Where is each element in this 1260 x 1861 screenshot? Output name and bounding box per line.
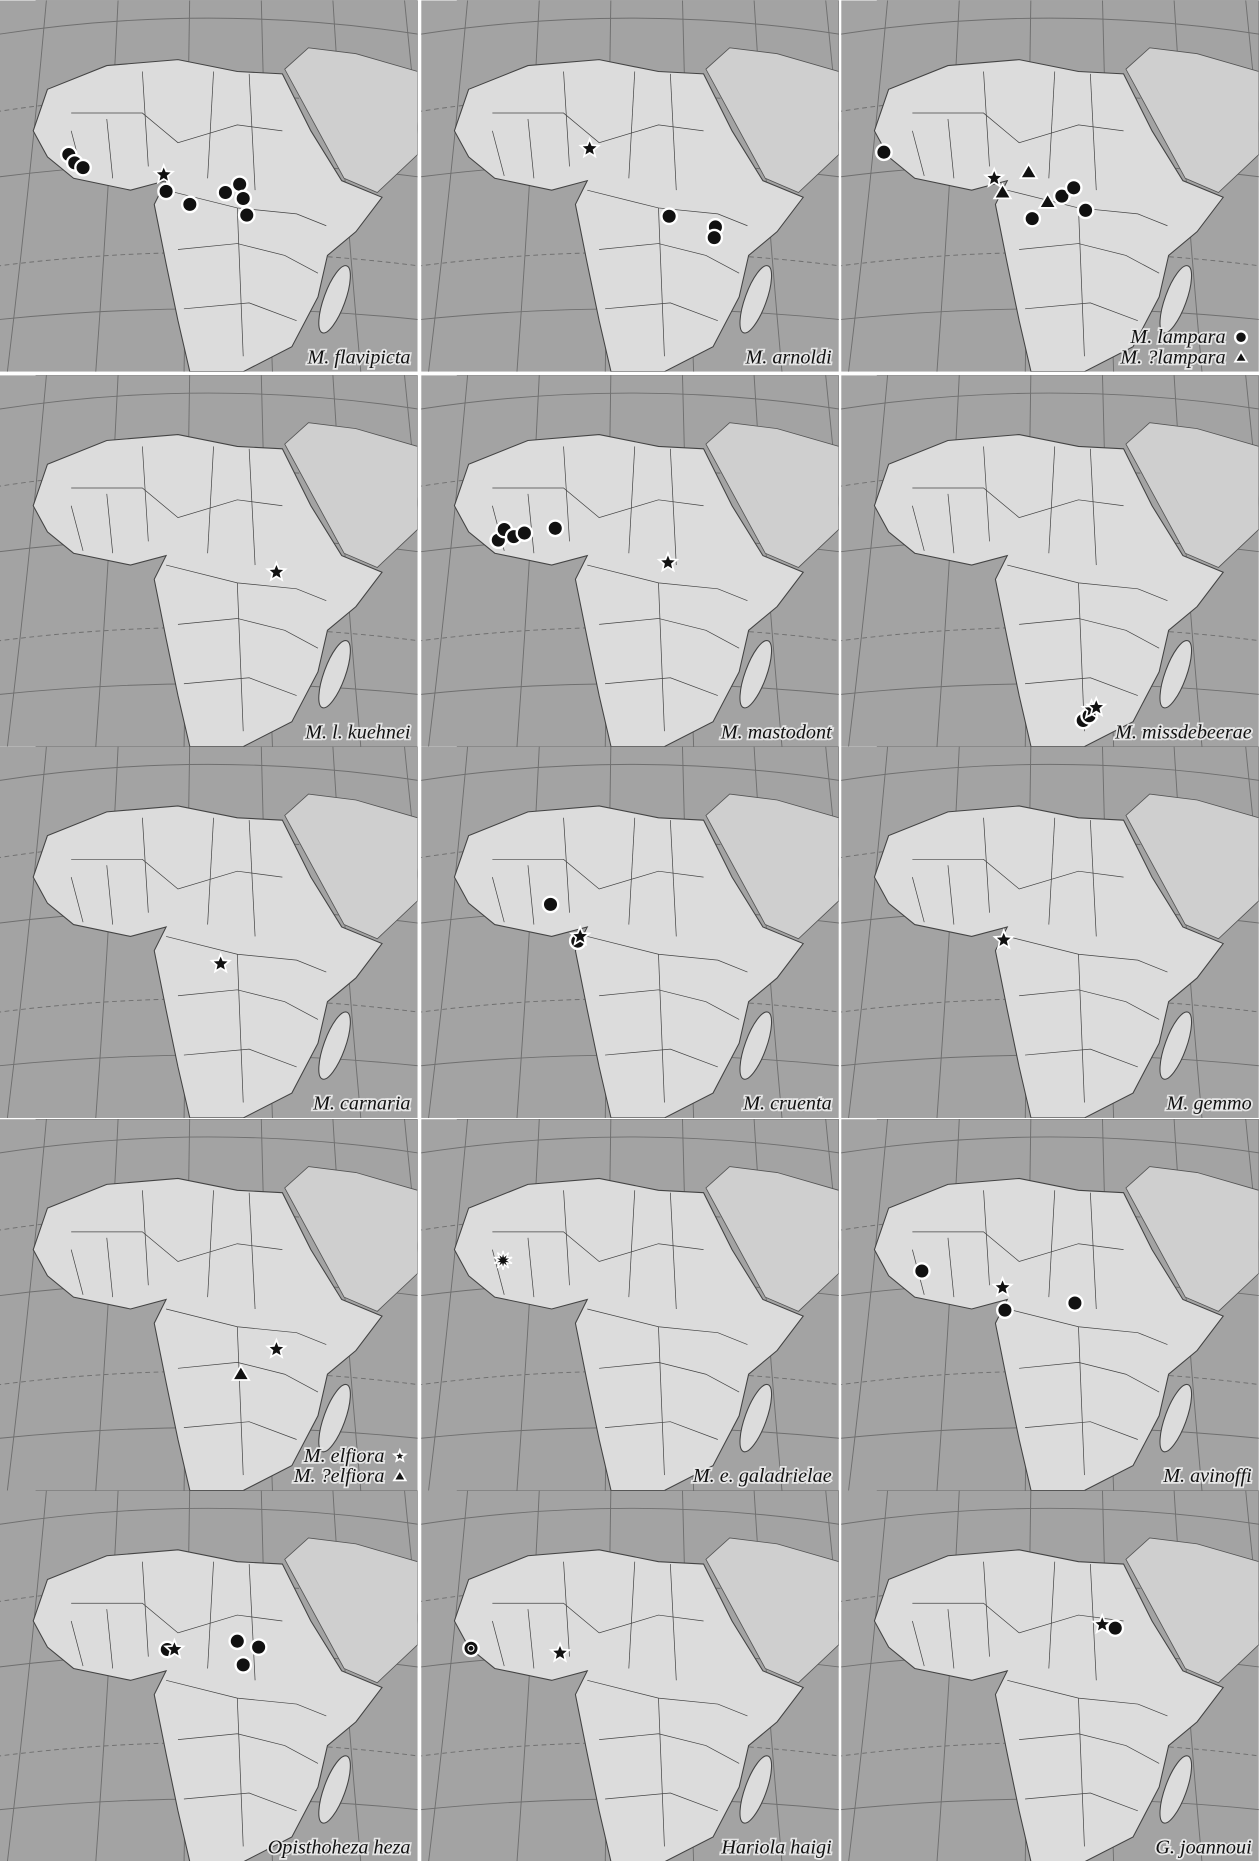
africa-basemap (338, 1479, 872, 1861)
locality-circle (707, 230, 722, 245)
legend-label: M. elfiora (303, 1445, 385, 1467)
map-panel: Hariola haigi (338, 1479, 872, 1861)
locality-circle (548, 521, 563, 536)
africa-basemap (338, 735, 872, 1130)
species-label: M. arnoldi (744, 346, 831, 368)
locality-circle (182, 197, 197, 212)
species-label: M. carnaria (312, 1093, 410, 1115)
locality-circle (158, 184, 173, 199)
legend-label: M. ?elfiora (293, 1465, 385, 1487)
species-label: Opisthoheza heza (268, 1837, 411, 1859)
species-label: M. mastodont (720, 721, 832, 743)
species-label: M. e. galadrielae (692, 1465, 832, 1487)
legend-label: M. lampara (1129, 326, 1225, 348)
species-label: M. avinoffi (1162, 1465, 1251, 1487)
locality-circle (1078, 203, 1093, 218)
species-label: M. missdebeerae (1114, 721, 1252, 743)
locality-circle (230, 1633, 245, 1648)
species-label: M. cruenta (742, 1093, 831, 1115)
locality-circle (218, 185, 233, 200)
africa-basemap (0, 1479, 451, 1861)
page: {"panels": [ {"labels": ["M. flavipicta"… (0, 0, 1260, 1861)
locality-circle (1024, 211, 1039, 226)
species-label: M. flavipicta (307, 346, 411, 368)
map-panel: M. mastodont (338, 363, 872, 758)
locality-circle (914, 1263, 929, 1278)
locality-circle (1066, 180, 1081, 195)
locality-circle (236, 191, 251, 206)
map-panel: M. arnoldi (338, 0, 872, 384)
locality-circle (876, 144, 891, 159)
locality-circle (1235, 331, 1247, 343)
species-label: G. joannoui (1155, 1837, 1251, 1859)
africa-basemap (338, 1107, 872, 1502)
locality-circle (251, 1639, 266, 1654)
locality-circle (232, 177, 247, 192)
locality-circle (517, 525, 532, 540)
map-panel: Opisthoheza heza (0, 1479, 451, 1861)
africa-basemap (338, 363, 872, 758)
locality-circle (997, 1302, 1012, 1317)
locality-circle (661, 209, 676, 224)
species-label: M. l. kuehnei (304, 721, 410, 743)
map-panel: M. l. kuehnei (0, 363, 451, 758)
locality-circle (543, 897, 558, 912)
africa-basemap (0, 1107, 451, 1502)
uncertain-circle (463, 1641, 478, 1656)
locality-circle (236, 1657, 251, 1672)
species-label: M. gemmo (1166, 1093, 1252, 1115)
map-panel: M. carnaria (0, 735, 451, 1130)
map-panel: M. e. galadrielae (338, 1107, 872, 1502)
africa-basemap (0, 363, 451, 758)
locality-circle (239, 207, 254, 222)
locality-circle (1067, 1295, 1082, 1310)
map-panel: M. cruenta (338, 735, 872, 1130)
africa-basemap (0, 735, 451, 1130)
legend-label: M. ?lampara (1119, 346, 1225, 368)
species-label: Hariola haigi (720, 1837, 831, 1859)
figure: M. flavipicta M. arnoldi M. lamparaM. ?lam… (0, 0, 1260, 1861)
map-panel: M. flavipicta (0, 0, 451, 384)
locality-circle (75, 160, 90, 175)
africa-basemap (338, 0, 872, 384)
